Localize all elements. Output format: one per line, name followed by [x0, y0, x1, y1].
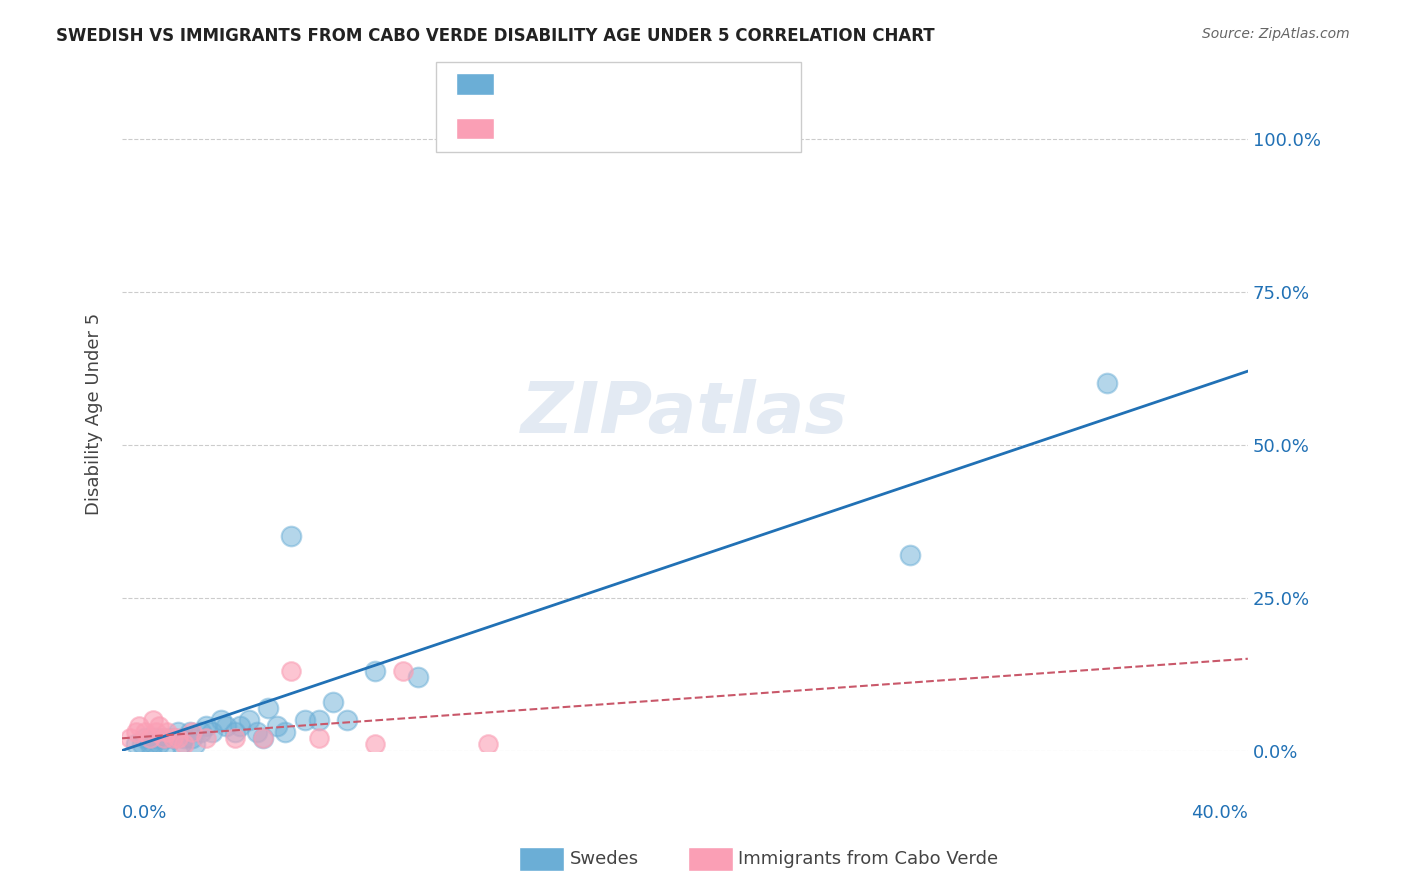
Point [364, 664, 387, 678]
Point [195, 731, 218, 746]
Point [477, 738, 499, 752]
Point [128, 719, 150, 733]
Point [308, 731, 330, 746]
Point [145, 725, 167, 739]
Point [131, 738, 153, 752]
Text: R = 0.676: R = 0.676 [503, 74, 610, 94]
Point [173, 731, 195, 746]
Text: ZIPatlas: ZIPatlas [522, 379, 849, 449]
Text: Swedes: Swedes [569, 850, 638, 868]
Point [170, 738, 193, 752]
Text: 0.0%: 0.0% [122, 805, 167, 822]
Point [246, 725, 269, 739]
Point [181, 725, 204, 739]
Point [252, 731, 274, 746]
Point [139, 731, 162, 746]
Text: Source: ZipAtlas.com: Source: ZipAtlas.com [1202, 27, 1350, 41]
Point [257, 700, 280, 714]
Point [148, 738, 170, 752]
Point [201, 725, 224, 739]
Point [238, 713, 260, 727]
Point [617, 131, 640, 145]
Point [280, 529, 302, 543]
Point [215, 719, 238, 733]
Point [125, 738, 148, 752]
Y-axis label: Disability Age Under 5: Disability Age Under 5 [86, 313, 103, 515]
Point [167, 731, 190, 746]
Point [322, 695, 344, 709]
Point [294, 713, 316, 727]
Point [252, 731, 274, 746]
Point [190, 725, 212, 739]
Point [134, 725, 156, 739]
Point [280, 664, 302, 678]
Text: N = 22: N = 22 [654, 119, 727, 138]
Point [134, 731, 156, 746]
Text: 40.0%: 40.0% [1191, 805, 1249, 822]
Point [142, 738, 165, 752]
Point [145, 731, 167, 746]
Point [229, 719, 252, 733]
Point [477, 131, 499, 145]
Text: N = 40: N = 40 [654, 74, 727, 94]
Point [162, 731, 184, 746]
Point [209, 713, 232, 727]
Point [392, 664, 415, 678]
Point [898, 548, 921, 562]
Point [1095, 376, 1118, 391]
Point [173, 738, 195, 752]
Point [364, 738, 387, 752]
Point [195, 719, 218, 733]
Point [139, 738, 162, 752]
Point [266, 719, 288, 733]
Point [179, 725, 201, 739]
Point [156, 725, 179, 739]
Point [156, 738, 179, 752]
Point [162, 731, 184, 746]
Point [167, 725, 190, 739]
Point [120, 731, 142, 746]
Point [184, 738, 207, 752]
Point [224, 725, 246, 739]
Point [406, 670, 429, 684]
Point [224, 731, 246, 746]
Point [181, 731, 204, 746]
Text: Immigrants from Cabo Verde: Immigrants from Cabo Verde [738, 850, 998, 868]
Point [336, 713, 359, 727]
Point [308, 713, 330, 727]
Point [274, 725, 297, 739]
Text: SWEDISH VS IMMIGRANTS FROM CABO VERDE DISABILITY AGE UNDER 5 CORRELATION CHART: SWEDISH VS IMMIGRANTS FROM CABO VERDE DI… [56, 27, 935, 45]
Point [153, 731, 176, 746]
Point [148, 719, 170, 733]
Text: R = 0.182: R = 0.182 [503, 119, 610, 138]
Point [142, 713, 165, 727]
Point [125, 725, 148, 739]
Point [153, 731, 176, 746]
